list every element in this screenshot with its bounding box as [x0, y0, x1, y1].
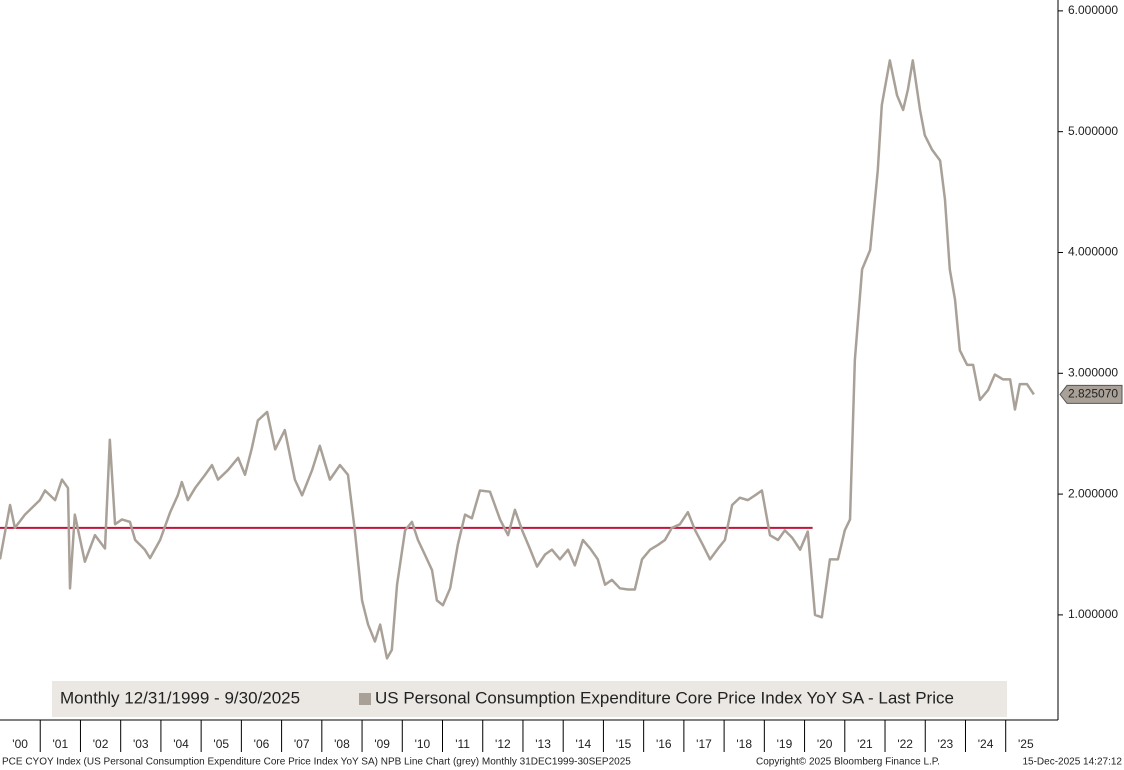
- footer-description: PCE CYOY Index (US Personal Consumption …: [2, 757, 631, 768]
- y-tick-label: 6.000000: [1068, 3, 1118, 17]
- x-tick-label: '08: [334, 737, 350, 751]
- x-tick-label: '00: [12, 737, 28, 751]
- x-tick-label: '07: [294, 737, 310, 751]
- x-tick-label: '21: [857, 737, 873, 751]
- footer-timestamp: 15-Dec-2025 14:27:12: [1022, 757, 1122, 768]
- x-tick-label: '10: [415, 737, 431, 751]
- series-line: [0, 59, 1035, 660]
- x-tick-label: '02: [93, 737, 109, 751]
- x-tick-label: '12: [495, 737, 511, 751]
- x-tick-label: '04: [173, 737, 189, 751]
- x-tick-label: '25: [1018, 737, 1034, 751]
- x-tick-label: '14: [575, 737, 591, 751]
- last-price-label: 2.825070: [1068, 387, 1118, 401]
- footer-copyright: Copyright© 2025 Bloomberg Finance L.P.: [756, 757, 940, 768]
- y-tick-label: 1.000000: [1068, 607, 1118, 621]
- x-tick-label: '06: [254, 737, 270, 751]
- x-tick-label: '17: [696, 737, 712, 751]
- x-tick-label: '03: [133, 737, 149, 751]
- x-tick-label: '16: [656, 737, 672, 751]
- x-tick-label: '18: [736, 737, 752, 751]
- x-tick-label: '23: [938, 737, 954, 751]
- x-tick-label: '15: [616, 737, 632, 751]
- legend-label: US Personal Consumption Expenditure Core…: [375, 688, 954, 707]
- x-tick-label: '09: [374, 737, 390, 751]
- last-price-tag: [1059, 384, 1123, 404]
- x-tick-label: '19: [777, 737, 793, 751]
- x-tick-label: '01: [53, 737, 69, 751]
- legend-swatch: [359, 693, 371, 705]
- y-tick-label: 4.000000: [1068, 245, 1118, 259]
- x-tick-label: '05: [213, 737, 229, 751]
- y-tick-label: 3.000000: [1068, 365, 1118, 379]
- x-tick-label: '11: [455, 737, 470, 751]
- y-tick-label: 2.000000: [1068, 486, 1118, 500]
- x-tick-label: '13: [535, 737, 551, 751]
- x-tick-label: '20: [817, 737, 833, 751]
- legend-box: [52, 681, 1007, 717]
- x-tick-label: '22: [897, 737, 913, 751]
- y-tick-label: 5.000000: [1068, 124, 1118, 138]
- x-tick-label: '24: [978, 737, 994, 751]
- legend-period: Monthly 12/31/1999 - 9/30/2025: [60, 688, 300, 707]
